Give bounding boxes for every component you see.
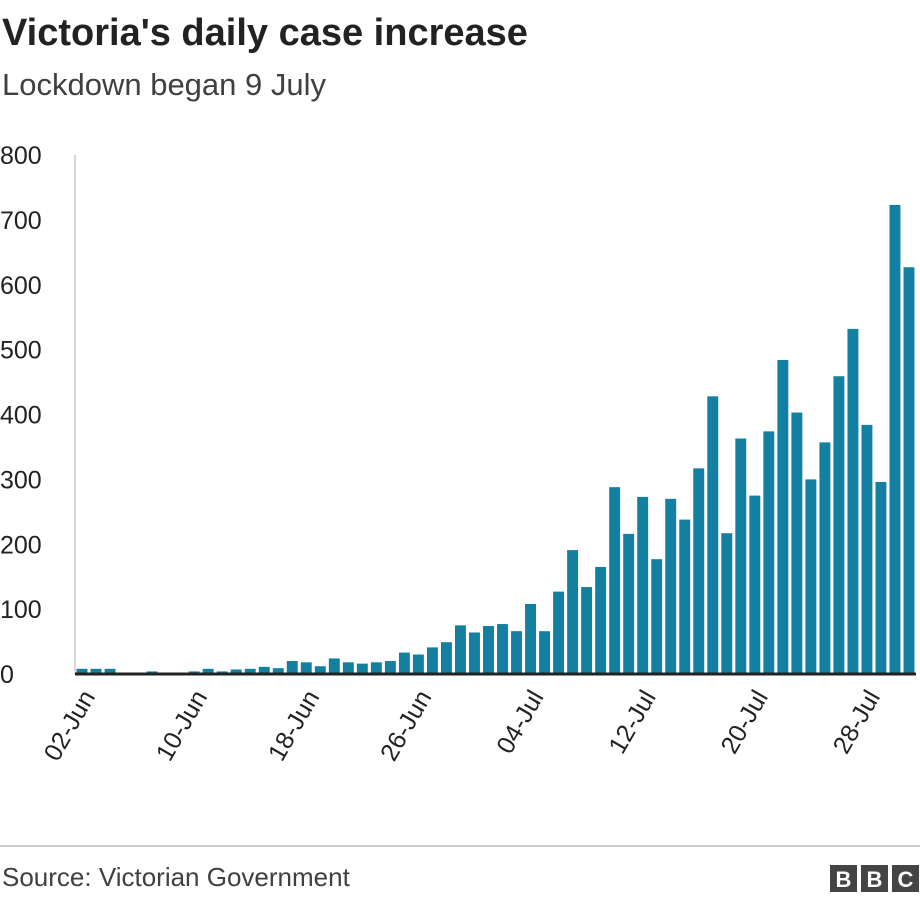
bar (469, 632, 480, 674)
chart-subtitle: Lockdown began 9 July (2, 67, 327, 102)
x-tick-label: 12-Jul (603, 686, 661, 759)
bar (300, 662, 312, 674)
y-tick-label: 600 (0, 272, 42, 300)
bar (833, 376, 845, 674)
x-tick-label: 02-Jun (39, 686, 101, 766)
bar (328, 658, 340, 674)
bar (398, 652, 410, 674)
bar (679, 519, 691, 674)
bar (595, 566, 607, 674)
bar (384, 661, 396, 674)
bar (483, 625, 494, 674)
y-tick-label: 500 (0, 337, 42, 365)
bar (819, 442, 831, 674)
bar (454, 625, 466, 674)
bar (735, 438, 747, 674)
bar (567, 550, 579, 674)
x-tick-label: 10-Jun (151, 686, 213, 766)
bar (440, 642, 452, 674)
x-tick-label: 20-Jul (716, 686, 774, 759)
x-tick-label: 26-Jun (375, 686, 437, 766)
bar (777, 360, 789, 674)
bar (525, 603, 537, 674)
bar (553, 591, 565, 674)
bar (511, 631, 522, 674)
y-tick-label: 700 (0, 207, 42, 235)
bar (763, 431, 775, 674)
bar (805, 479, 817, 674)
logo-box (861, 865, 888, 892)
logo-box (892, 865, 919, 892)
bar (426, 647, 438, 674)
bar (875, 481, 887, 674)
bar (539, 631, 551, 674)
bar (847, 328, 859, 674)
logo-letter: B (836, 867, 852, 892)
bar (721, 533, 733, 674)
bar (356, 663, 368, 674)
bar (749, 495, 761, 674)
bar (861, 424, 873, 674)
chart-title: Victoria's daily case increase (2, 12, 528, 54)
source: Source: Victorian Government (2, 862, 351, 892)
x-tick-label: 04-Jul (491, 686, 549, 759)
x-tick-label: 28-Jul (828, 686, 886, 759)
bar (637, 496, 649, 674)
bar (244, 668, 256, 674)
bar (651, 559, 663, 674)
bar (609, 487, 621, 674)
y-tick-label: 200 (0, 531, 42, 559)
bar (104, 668, 116, 674)
bar (903, 267, 915, 674)
y-tick-label: 100 (0, 596, 42, 624)
bar (76, 668, 88, 674)
y-tick-label: 300 (0, 466, 42, 494)
bar (230, 669, 242, 674)
bar (497, 624, 508, 674)
logo-box (830, 865, 857, 892)
bar (286, 661, 298, 674)
bar (581, 587, 593, 674)
bar (889, 204, 901, 675)
bar (791, 412, 803, 674)
x-tick-label: 18-Jun (263, 686, 325, 766)
bar (623, 533, 635, 674)
bar (412, 654, 424, 674)
bar (272, 668, 284, 674)
bar (370, 662, 382, 674)
bar (342, 662, 354, 674)
y-tick-label: 800 (0, 142, 42, 170)
y-tick-label: 0 (0, 661, 14, 689)
bar (693, 468, 705, 674)
bar (665, 498, 677, 674)
bar (202, 668, 214, 674)
bar (314, 666, 326, 674)
y-tick-label: 400 (0, 402, 42, 430)
logo-letter: C (898, 867, 914, 892)
bar (90, 668, 102, 674)
bar (707, 396, 719, 674)
logo-letter: B (867, 867, 883, 892)
bar (258, 666, 270, 674)
